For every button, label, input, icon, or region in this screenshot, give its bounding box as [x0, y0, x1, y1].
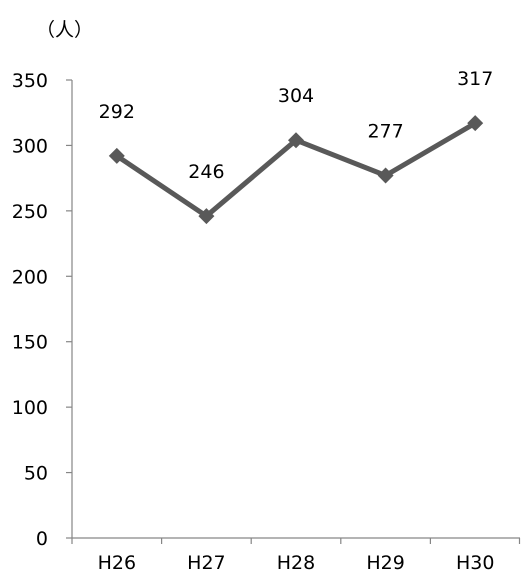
data-point-marker: [288, 132, 304, 149]
axes: 0 50 100 150 200 250 300 350 H26 H27 H28 H29 H30: [12, 70, 521, 574]
x-tick-label: H26: [98, 552, 136, 574]
y-tick-label: 100: [12, 397, 48, 419]
data-label: 304: [278, 85, 314, 107]
series-layer: [108, 115, 484, 225]
y-tick-label: 150: [12, 332, 48, 354]
data-point-marker: [377, 167, 394, 184]
data-label: 292: [99, 101, 135, 123]
data-label: 277: [367, 121, 403, 143]
y-tick-label: 50: [24, 463, 48, 485]
x-tick-label: H28: [277, 552, 315, 574]
data-label: 317: [457, 68, 493, 90]
y-tick-label: 350: [12, 70, 48, 92]
data-point-marker: [108, 147, 125, 164]
data-labels: 292 246 304 277 317: [99, 68, 494, 183]
x-tick-label: H30: [456, 552, 494, 574]
y-tick-label: 300: [12, 135, 48, 157]
y-tick-label: 250: [12, 201, 48, 223]
y-axis-unit-label: （人）: [36, 19, 93, 41]
x-tick-label: H29: [366, 552, 404, 574]
data-point-marker: [198, 208, 215, 225]
y-tick-label: 200: [12, 266, 48, 288]
y-tick-label: 0: [36, 528, 48, 550]
x-tick-label: H27: [187, 552, 225, 574]
data-label: 246: [188, 161, 224, 183]
data-point-marker: [467, 115, 484, 132]
